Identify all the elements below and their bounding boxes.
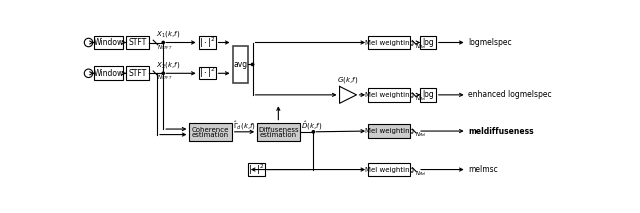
Bar xyxy=(198,36,216,49)
Text: Mel weighting: Mel weighting xyxy=(365,128,413,134)
Circle shape xyxy=(312,131,314,133)
Text: logmelspec: logmelspec xyxy=(468,38,512,47)
Text: estimation: estimation xyxy=(260,131,297,138)
Text: $X_1(k,\!f)$: $X_1(k,\!f)$ xyxy=(156,29,180,39)
Text: $N_{\!\mathit{Mel}}$: $N_{\!\mathit{Mel}}$ xyxy=(415,94,427,103)
Text: $N_{\mathit{STFT}}$: $N_{\mathit{STFT}}$ xyxy=(157,73,173,82)
Text: Window: Window xyxy=(93,38,124,47)
Bar xyxy=(189,122,232,141)
Text: meldiffuseness: meldiffuseness xyxy=(468,127,534,135)
Text: $\hat{D}(k,\!f)$: $\hat{D}(k,\!f)$ xyxy=(301,120,323,132)
Bar xyxy=(126,36,149,49)
Text: estimation: estimation xyxy=(192,131,229,138)
Text: melmsc: melmsc xyxy=(468,165,498,174)
Text: Diffuseness: Diffuseness xyxy=(258,127,299,133)
Bar xyxy=(368,36,410,49)
Text: $N_{\!\mathit{Mel}}$: $N_{\!\mathit{Mel}}$ xyxy=(415,130,427,139)
Bar xyxy=(248,163,265,176)
Text: STFT: STFT xyxy=(129,38,147,47)
Text: $X_2(k,\!f)$: $X_2(k,\!f)$ xyxy=(156,60,180,70)
Bar xyxy=(94,66,123,80)
Bar xyxy=(420,88,436,102)
Text: $|\cdot|^2$: $|\cdot|^2$ xyxy=(248,162,265,177)
Bar xyxy=(257,122,300,141)
Bar xyxy=(94,36,123,49)
Text: avg: avg xyxy=(233,60,247,69)
Text: STFT: STFT xyxy=(129,69,147,78)
Text: enhanced logmelspec: enhanced logmelspec xyxy=(468,90,552,99)
Text: $N_{\!\mathit{Mel}}$: $N_{\!\mathit{Mel}}$ xyxy=(415,169,427,178)
Text: Mel weighting: Mel weighting xyxy=(365,39,413,46)
Bar xyxy=(232,46,248,83)
Text: $N_{\!\mathit{Mel}}$: $N_{\!\mathit{Mel}}$ xyxy=(415,42,427,51)
Bar xyxy=(126,66,149,80)
Bar xyxy=(368,163,410,177)
Bar xyxy=(368,88,410,102)
Circle shape xyxy=(252,63,253,66)
Text: log: log xyxy=(422,38,434,47)
Text: log: log xyxy=(422,90,434,99)
Circle shape xyxy=(162,72,164,75)
Bar xyxy=(368,124,410,138)
Text: Coherence: Coherence xyxy=(192,127,229,133)
Text: Window: Window xyxy=(93,69,124,78)
Text: $G(k,\!f)$: $G(k,\!f)$ xyxy=(337,75,358,85)
Circle shape xyxy=(162,41,164,44)
Bar xyxy=(420,36,436,49)
Text: $|\cdot|^2$: $|\cdot|^2$ xyxy=(198,35,216,50)
Text: $\hat{\Gamma}_d(k,\!f)$: $\hat{\Gamma}_d(k,\!f)$ xyxy=(234,120,257,132)
Text: $N_{\mathit{STFT}}$: $N_{\mathit{STFT}}$ xyxy=(157,43,173,52)
Bar xyxy=(198,67,216,79)
Text: Mel weighting: Mel weighting xyxy=(365,92,413,98)
Text: $|\cdot|^2$: $|\cdot|^2$ xyxy=(198,66,216,81)
Text: Mel weighting: Mel weighting xyxy=(365,167,413,173)
